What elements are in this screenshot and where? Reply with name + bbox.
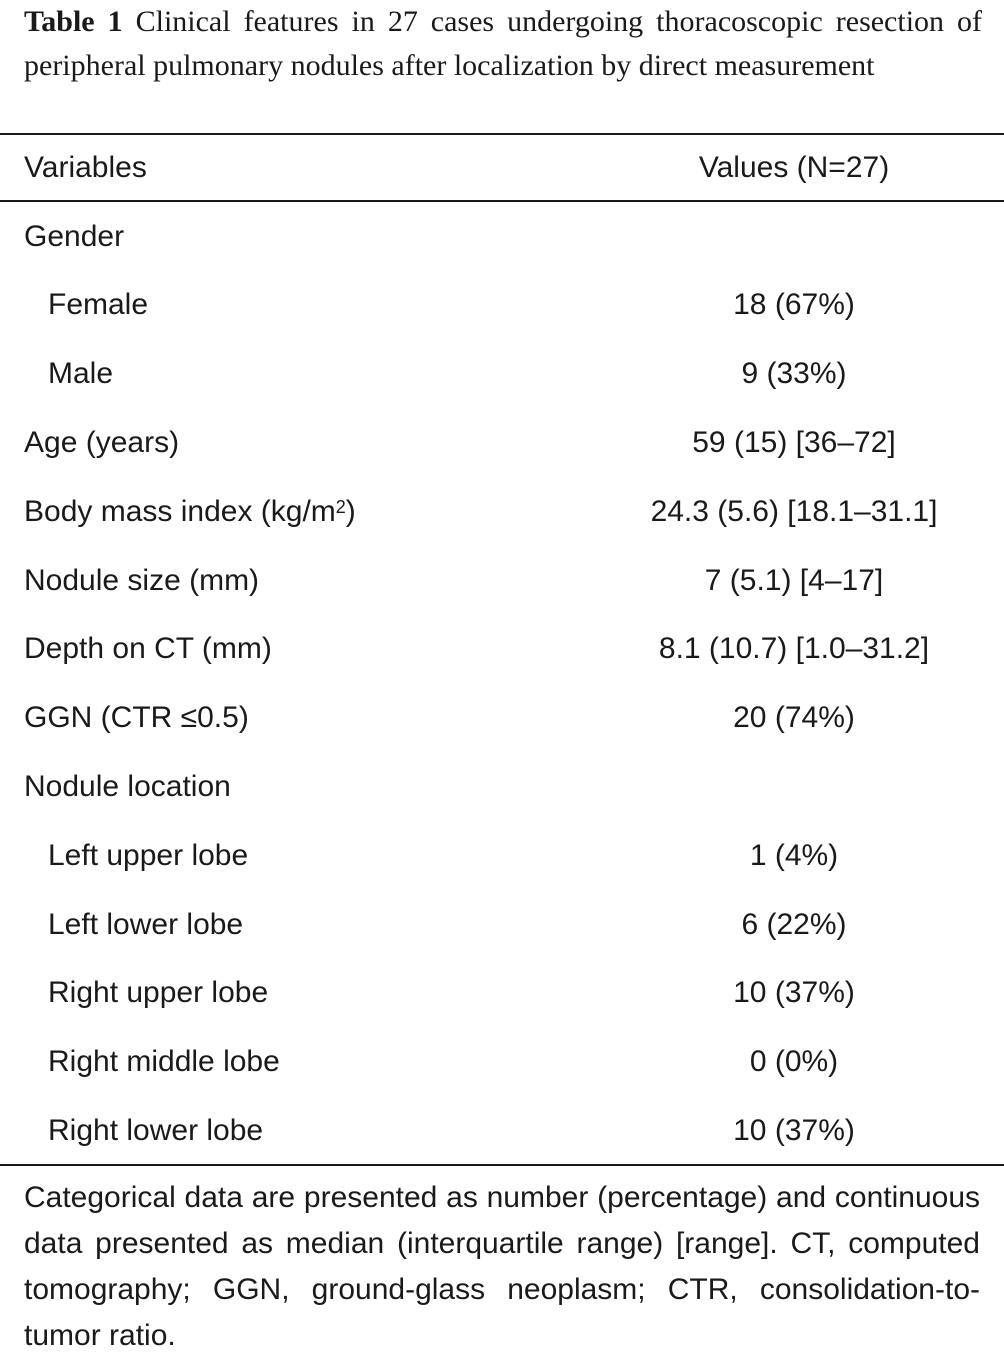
row-value (594, 202, 994, 271)
row-label-text: Right middle lobe (48, 1045, 280, 1079)
row-label-text: Right lower lobe (48, 1113, 264, 1147)
table-row: GGN (CTR ≤0.5) 20 (74%) (0, 684, 1004, 753)
table-footnote: Categorical data are presented as number… (24, 1181, 980, 1352)
row-label-text: Depth on CT (mm) (24, 632, 272, 666)
row-label: Left lower lobe (48, 890, 243, 959)
row-value: 9 (33%) (741, 357, 847, 391)
table-row: Gender (0, 202, 1004, 271)
table-row: Depth on CT (mm) 8.1 (10.7) [1.0–31.2] (0, 615, 1004, 684)
row-label-text: Female (48, 288, 149, 322)
row-label: Age (years) (24, 408, 179, 477)
row-label: Right lower lobe (48, 1096, 263, 1165)
row-value: 59 (15) [36–72] (692, 425, 896, 459)
row-label-text: GGN (CTR ≤0.5) (24, 701, 249, 735)
row-label-text: Male (48, 357, 114, 391)
row-label-text: Gender (24, 219, 125, 253)
table-row: Left upper lobe 1 (4%) (0, 821, 1004, 890)
row-label: Left upper lobe (48, 821, 248, 890)
row-value: 6 (22%) (741, 907, 847, 941)
row-value: 24.3 (5.6) [18.1–31.1] (650, 494, 938, 528)
row-label: Male (48, 340, 113, 409)
row-value (594, 752, 994, 821)
table-row: Right lower lobe 10 (37%) (0, 1096, 1004, 1165)
header-variables: Variables (24, 150, 147, 184)
table-row: Right upper lobe 10 (37%) (0, 959, 1004, 1028)
table-header-row: Variables Values (N=27) (0, 135, 1004, 200)
row-label: Right middle lobe (48, 1028, 280, 1097)
table-row: Left lower lobe 6 (22%) (0, 890, 1004, 959)
row-label-text: Right upper lobe (48, 976, 269, 1010)
row-value: 8.1 (10.7) [1.0–31.2] (658, 632, 930, 666)
table-top-rule (0, 133, 1004, 135)
table-bottom-rule (0, 1164, 1004, 1166)
row-value: 0 (0%) (749, 1045, 839, 1079)
row-label-text: Left upper lobe (48, 838, 249, 872)
table-caption-label: Table 1 (24, 5, 123, 38)
row-label-superscript: 2 (335, 497, 346, 518)
table-row: Nodule location (0, 752, 1004, 821)
row-label: Body mass index (kg/m 2) (24, 477, 356, 546)
row-value: 10 (37%) (733, 976, 855, 1010)
table-row: Right middle lobe 0 (0%) (0, 1028, 1004, 1097)
row-value: 10 (37%) (733, 1113, 855, 1147)
row-value: 20 (74%) (733, 701, 855, 735)
row-value: 7 (5.1) [4–17] (704, 563, 884, 597)
row-label: Nodule location (24, 752, 231, 821)
table-header-rule (0, 200, 1004, 202)
row-label-text: Left lower lobe (48, 907, 244, 941)
row-label-suffix: ) (345, 494, 356, 528)
table-row: Female 18 (67%) (0, 271, 1004, 340)
row-value: 18 (67%) (733, 288, 855, 322)
table-caption: Table 1 Clinical features in 27 cases un… (24, 0, 982, 88)
table-row: Body mass index (kg/m 2) 24.3 (5.6) [18.1–… (0, 477, 1004, 546)
table-row: Male 9 (33%) (0, 340, 1004, 409)
row-label-text: Body mass index (kg/m (24, 494, 336, 528)
row-label-text: Nodule location (24, 769, 231, 803)
row-label: Nodule size (mm) (24, 546, 259, 615)
row-label: Female (48, 271, 148, 340)
row-label-text: Nodule size (mm) (24, 563, 260, 597)
table-row: Nodule size (mm) 7 (5.1) [4–17] (0, 546, 1004, 615)
table-caption-text: Clinical features in 27 cases undergoing… (24, 5, 983, 82)
row-label-text: Age (years) (24, 425, 180, 459)
row-label: GGN (CTR ≤0.5) (24, 684, 249, 753)
row-label: Gender (24, 202, 124, 271)
header-values: Values (N=27) (698, 150, 890, 184)
row-value: 1 (4%) (749, 838, 839, 872)
row-label: Depth on CT (mm) (24, 615, 272, 684)
table-row: Age (years) 59 (15) [36–72] (0, 408, 1004, 477)
row-label: Right upper lobe (48, 959, 268, 1028)
